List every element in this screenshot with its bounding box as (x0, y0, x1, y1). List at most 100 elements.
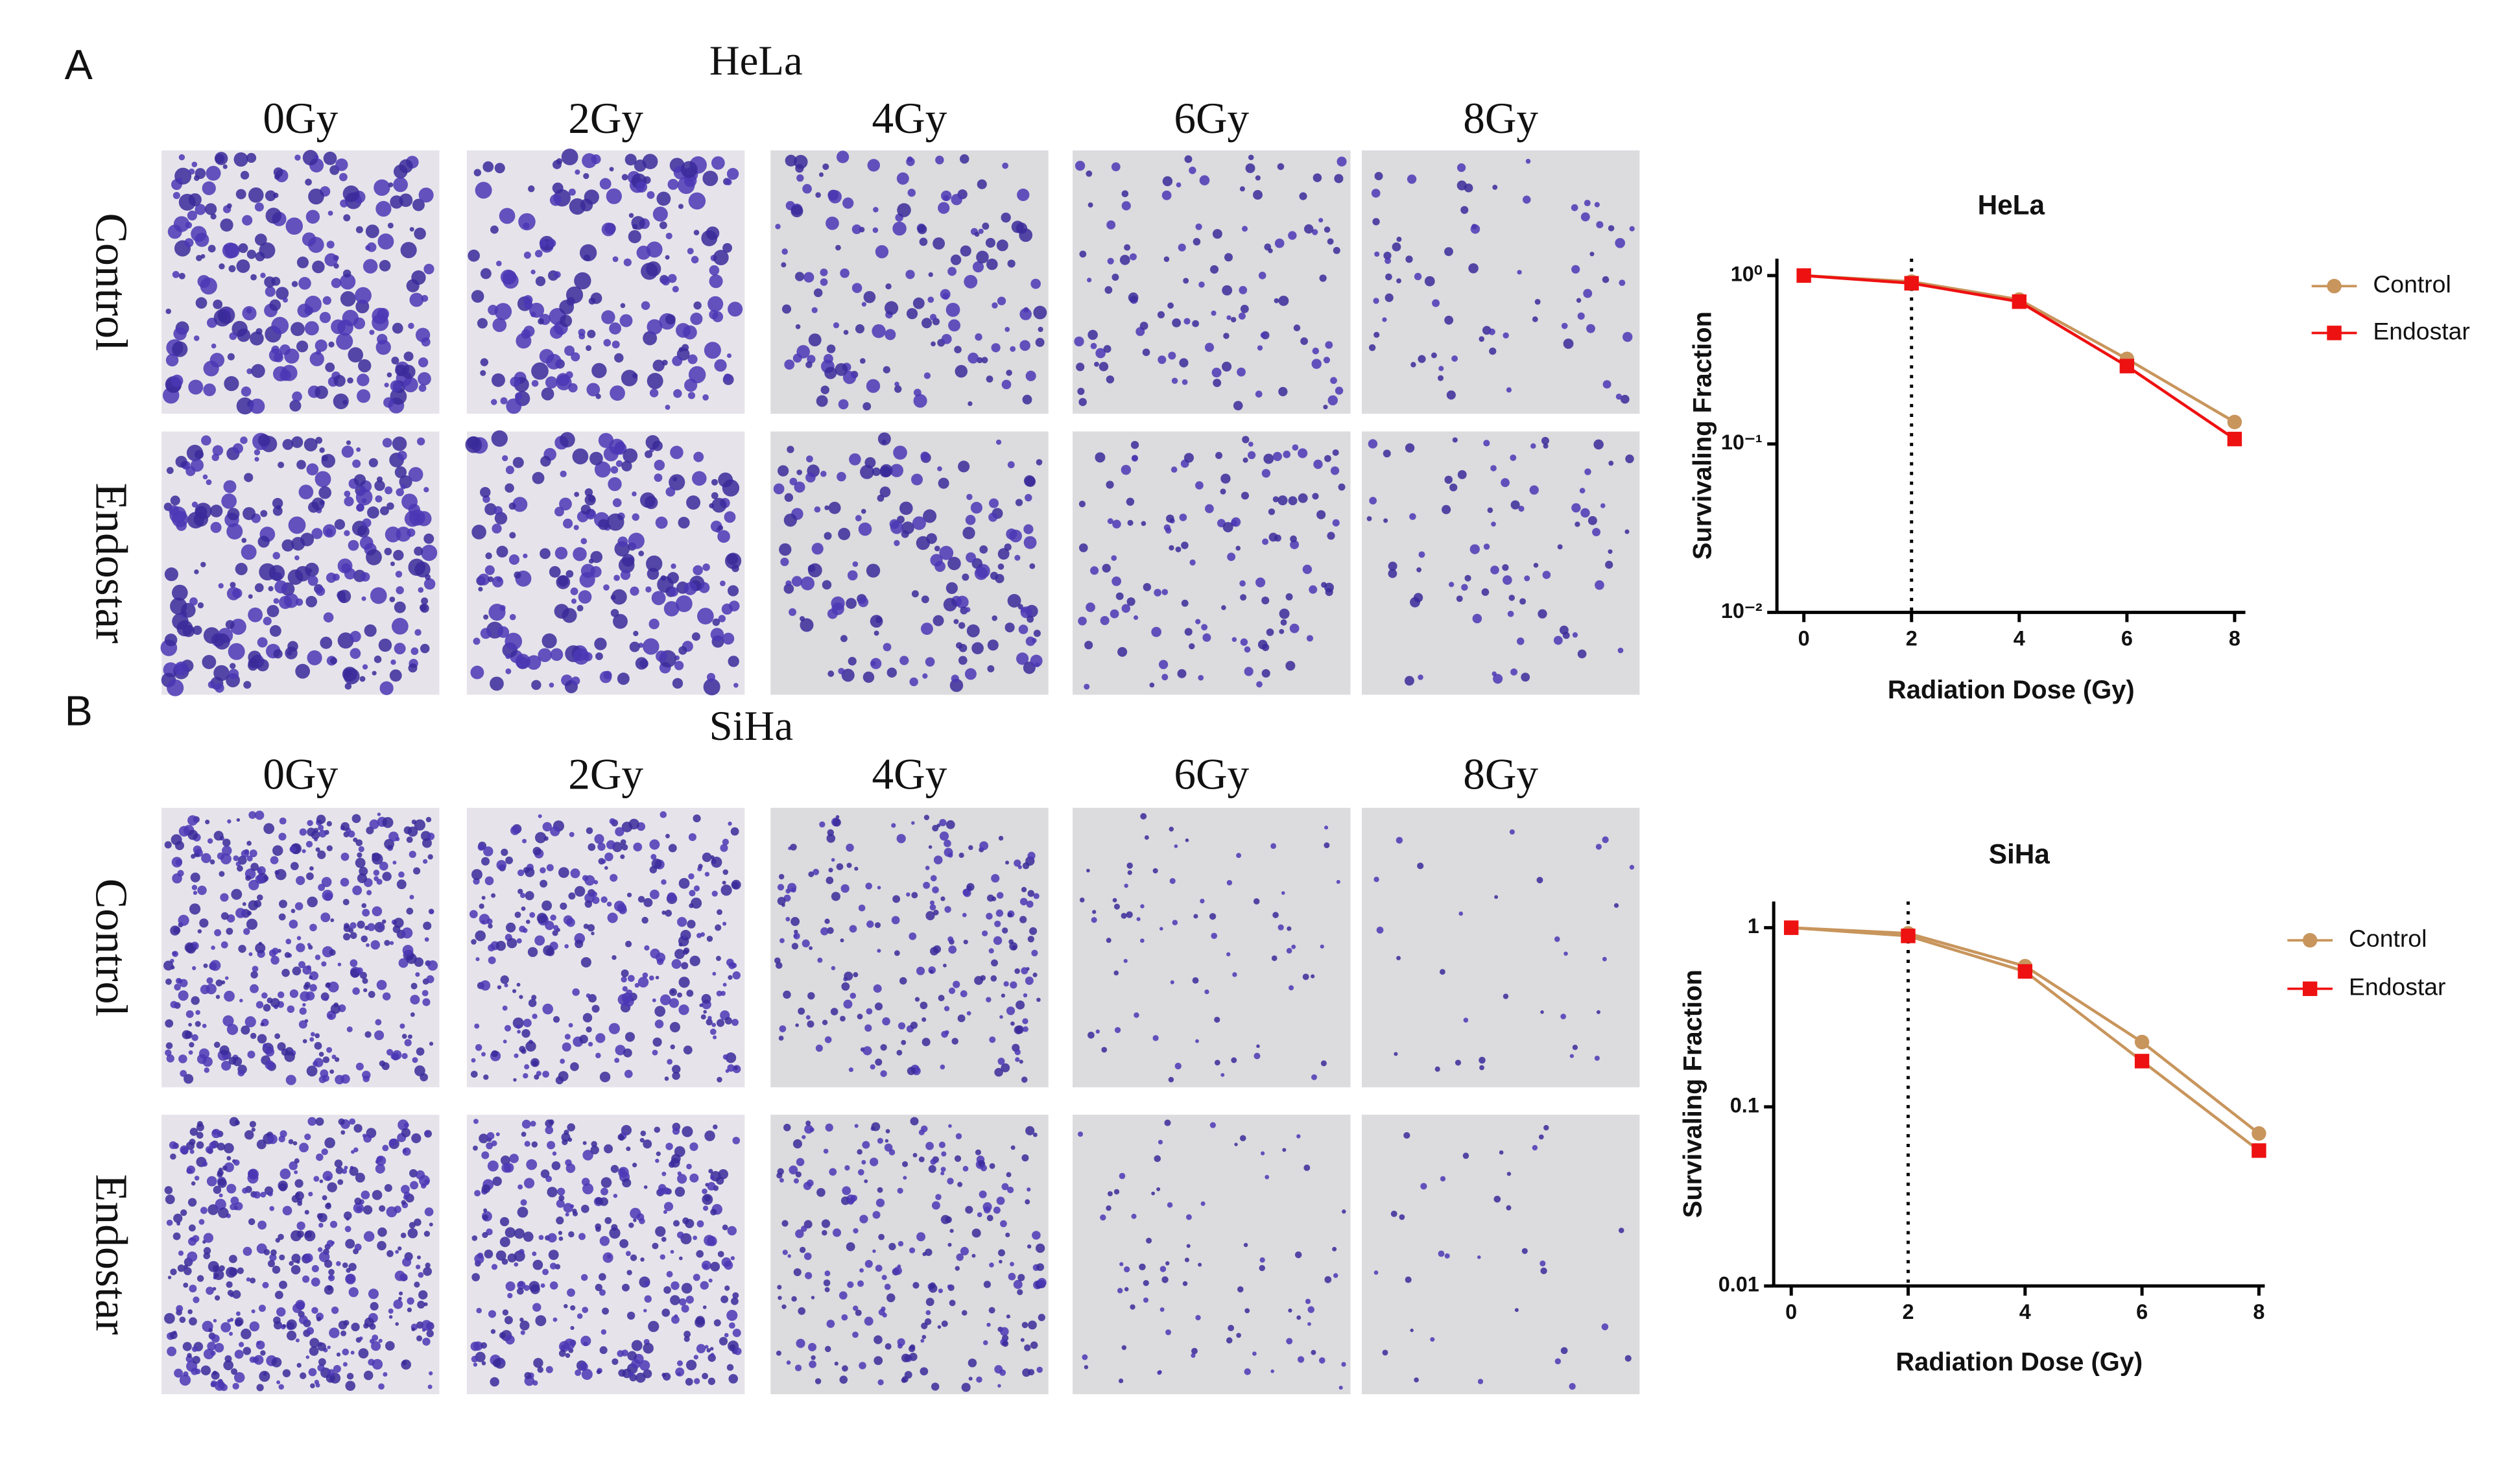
colony (206, 1176, 217, 1187)
colony (722, 921, 727, 926)
colony (401, 1128, 411, 1137)
colony (391, 617, 409, 635)
colony (413, 514, 422, 523)
colony (411, 1133, 422, 1143)
colony (414, 629, 422, 636)
colony (588, 843, 596, 851)
colony (491, 1264, 498, 1270)
colony (212, 1370, 217, 1375)
colony (178, 272, 185, 279)
colony (318, 486, 331, 499)
colony (331, 319, 346, 335)
colony (929, 313, 937, 321)
colony (1278, 386, 1288, 397)
colony (291, 1264, 301, 1275)
colony (688, 833, 696, 841)
colony (859, 358, 866, 364)
colony (222, 164, 228, 169)
colony (1189, 643, 1195, 650)
colony (586, 383, 600, 397)
colony (226, 927, 233, 935)
colony (1430, 1337, 1435, 1342)
colony (1248, 154, 1254, 161)
colony (534, 250, 543, 257)
colony (833, 322, 840, 329)
colony (958, 852, 964, 859)
colony (711, 156, 725, 170)
colony (1489, 347, 1497, 355)
colony (340, 199, 348, 208)
colony (665, 405, 671, 410)
colony (238, 1342, 244, 1347)
colony (226, 523, 243, 540)
colony (858, 904, 866, 912)
colony (699, 1003, 703, 1008)
colony (474, 1023, 480, 1029)
colony (1195, 1314, 1201, 1321)
colony (1161, 674, 1169, 681)
colony (1325, 341, 1333, 349)
colony (722, 1224, 728, 1231)
colony (488, 944, 495, 952)
colony (505, 483, 514, 493)
colony (1004, 543, 1012, 551)
colony (928, 1165, 936, 1173)
colony (1261, 669, 1270, 678)
colony (1140, 938, 1145, 943)
colony (1139, 322, 1148, 330)
colony (272, 1265, 281, 1274)
colony (1530, 443, 1536, 449)
colony (536, 912, 548, 924)
colony (964, 274, 978, 289)
colony (267, 604, 279, 617)
colony (336, 1261, 341, 1266)
plate (1361, 1115, 1640, 1395)
colony (677, 917, 687, 927)
colony (643, 331, 658, 346)
colony (1338, 1385, 1343, 1390)
colony (909, 1344, 916, 1350)
colony (1099, 362, 1109, 372)
plate (1361, 431, 1640, 695)
colony (182, 1030, 191, 1039)
colony (1017, 1289, 1023, 1296)
colony (319, 447, 325, 453)
colony (1025, 493, 1032, 502)
colony (194, 449, 204, 459)
colony (189, 1041, 195, 1048)
colony (1163, 256, 1170, 262)
colony (363, 988, 368, 993)
colony (1407, 174, 1417, 184)
colony (517, 1281, 524, 1287)
colony (1577, 649, 1587, 659)
colony (842, 1186, 851, 1196)
colony (563, 518, 573, 528)
colony (361, 498, 367, 504)
colony (943, 598, 957, 611)
colony (1438, 366, 1444, 372)
colony (711, 479, 719, 486)
colony (1186, 1244, 1191, 1248)
colony (580, 1274, 588, 1281)
colony (1106, 480, 1114, 489)
colony (495, 940, 506, 951)
colony (1008, 1272, 1016, 1281)
colony (173, 1213, 183, 1223)
colony (558, 1195, 565, 1202)
colony (331, 1306, 339, 1314)
colony (541, 387, 554, 401)
colony (340, 852, 350, 861)
colony (295, 663, 311, 679)
colony (1036, 997, 1041, 1002)
colony (195, 1021, 201, 1027)
colony (1307, 1306, 1314, 1313)
colony (1078, 616, 1087, 626)
colony (1181, 541, 1189, 549)
colony (1302, 564, 1313, 575)
colony (421, 545, 438, 562)
colony (1198, 674, 1204, 681)
colony (707, 296, 724, 312)
colony (172, 951, 178, 957)
colony (649, 889, 660, 899)
colony (943, 964, 947, 967)
